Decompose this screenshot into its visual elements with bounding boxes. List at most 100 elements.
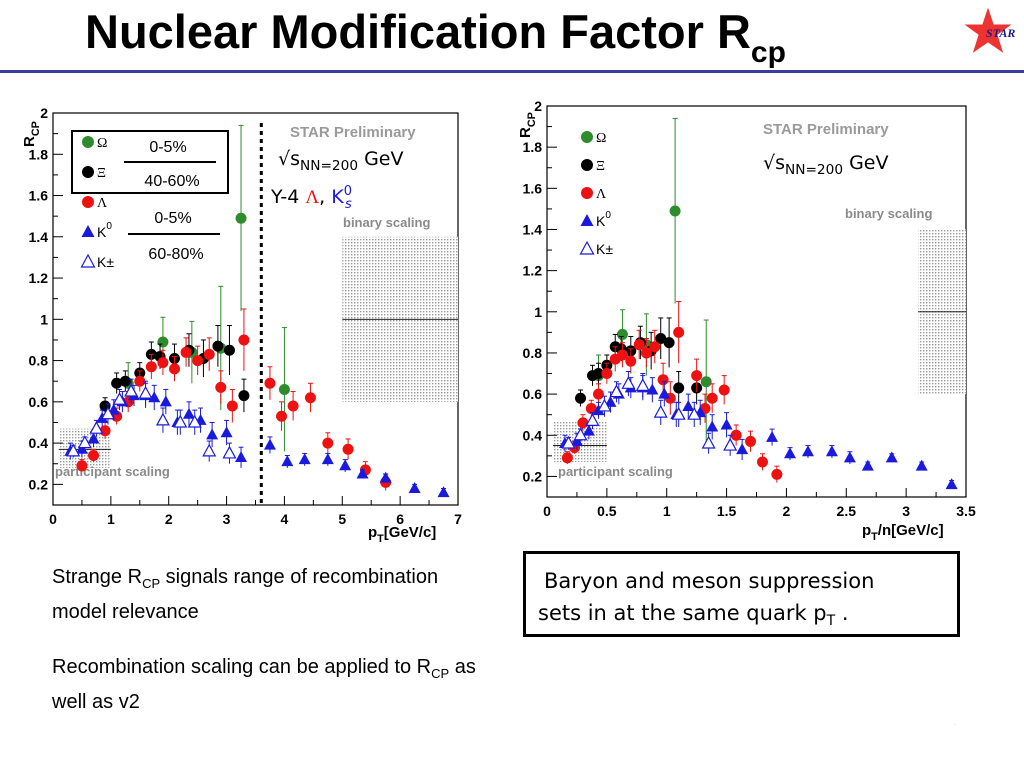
data-point [263,438,276,450]
title-subscript: cp [750,36,786,69]
data-point [66,443,81,457]
chart0-ytick-label: 1.8 [29,146,49,162]
chart0-xtick-label: 7 [454,511,462,527]
chart-right: binary scaling participant scaling 0 0.5 1 1.… [517,98,976,543]
data-point [736,443,749,455]
data-point [264,377,276,389]
chart1-xtick-label: 2 [783,503,791,519]
data-point [304,392,316,404]
data-point [771,468,783,480]
data-point [212,340,224,352]
data-point [89,420,104,434]
chart1-xtick-label: 3 [902,503,910,519]
left-note-1: Strange RCP signals range of recombinati… [52,566,439,623]
chart1-ytick-label: 1.4 [523,221,543,237]
data-point [784,447,797,459]
data-point [298,453,311,465]
chart0-ytick-label: 0.2 [29,476,49,492]
data-point [691,370,703,382]
data-point [278,383,290,395]
data-point [276,410,288,422]
data-point [173,414,188,428]
chart1-legend: ΩΞΛ K0​ K± [579,131,613,257]
chart1-ytick-label: 0.2 [523,468,543,484]
data-point [77,435,92,449]
data-point [585,403,597,415]
chart0-xtick-label: 6 [396,511,404,527]
chart1-ytick-label: 1.8 [523,139,543,155]
data-point [76,460,88,472]
data-point [321,453,334,465]
chart0-legend: ΩΞΛ K0​ K± [80,136,114,270]
data-point [915,459,928,471]
data-point [157,336,169,348]
data-point [592,404,605,416]
chart0-xtick-label: 5 [338,511,346,527]
chart1-xtick-label: 1.5 [717,503,737,519]
chart1-ytick-label: 1.2 [523,263,543,279]
legend-label: K± [97,254,114,270]
star-logo-text: STAR [986,26,1015,40]
slide-title: Nuclear Modification Factor Rcp [85,4,786,70]
data-point [745,435,757,447]
data-point [322,437,334,449]
legend-marker [82,196,94,208]
chart0-participant-scaling-label: participant scaling [55,464,170,479]
data-point [202,443,217,457]
data-point [649,341,661,353]
chart0-xlabel: pT​[GeV/c] [368,524,436,545]
data-point [134,375,146,387]
data-point [159,395,172,407]
data-point [885,451,898,463]
chart1-ytick-label: 0.8 [523,345,543,361]
data-point [206,428,219,440]
data-point [145,361,157,373]
data-point [379,471,392,483]
data-point [203,348,215,360]
data-point [356,467,369,479]
data-point [182,407,195,419]
data-point [663,337,675,349]
data-point [700,376,712,388]
chart1-binary-scaling-label: binary scaling [845,206,932,221]
chart0-ylabel: RCP​ [21,121,42,147]
legend-label: Λ [97,196,108,211]
legend-label: K± [596,241,613,257]
chart1-ylabel: RCP​ [517,112,538,138]
chart1-ytick-label: 1 [534,304,542,320]
centrality-0-5: 0-5% [149,139,186,156]
data-point [88,449,99,461]
chart1-xtick-label: 1 [663,503,671,519]
data-point [601,368,613,380]
chart0-ytick-label: 0.6 [29,394,49,410]
chart0-ytick-label: 1 [40,311,48,327]
legend-label: K0​ [97,221,112,240]
chart0-ytick-label: 2 [40,105,48,121]
data-point [687,406,702,420]
data-point [148,391,161,403]
centrality-0-5-b: 0-5% [154,210,191,227]
data-point [720,418,733,430]
data-point [945,478,958,490]
chart0-ytick-label: 1.6 [29,188,49,204]
data-point [682,399,695,411]
chart1-preliminary-label: STAR Preliminary [763,121,889,138]
legend-label: Λ [596,187,607,202]
data-point [180,346,192,358]
data-point [238,334,250,346]
data-point [582,424,595,436]
data-point [640,347,652,359]
left-note-2: Recombination scaling can be applied to … [52,656,476,713]
legend-marker [81,225,95,237]
data-point [75,442,88,454]
data-point [718,384,730,396]
centrality-60-80: 60-80% [148,246,203,263]
chart0-ytick-label: 1.2 [29,270,49,286]
data-point [437,486,450,498]
chart0-xtick-label: 0 [49,511,57,527]
chart0-xtick-label: 3 [223,511,231,527]
legend-label: Ω [596,131,606,146]
chart-left: binary scaling participant scaling 0 1 2 3 4 5 6… [21,105,462,545]
chart1-xtick-label: 0 [543,503,551,519]
data-point [706,420,719,432]
